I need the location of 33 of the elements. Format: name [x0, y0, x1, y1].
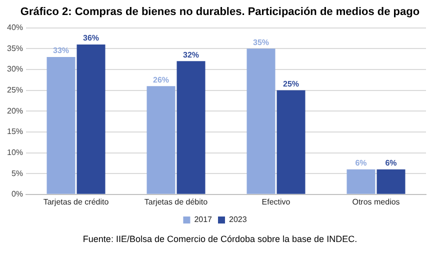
x-tick-label: Otros medios [352, 197, 400, 206]
bar [376, 169, 406, 194]
y-tick-label: 20% [6, 106, 24, 116]
bar [76, 44, 106, 194]
y-tick-label: 15% [6, 127, 24, 136]
data-label: 33% [53, 46, 70, 56]
y-tick-label: 30% [6, 64, 24, 74]
legend-label: 2017 [194, 215, 213, 224]
x-tick-label: Tarjetas de crédito [43, 197, 110, 206]
x-tick-label: Tarjetas de débito [144, 197, 208, 206]
y-tick-label: 5% [11, 168, 24, 178]
chart-title: Gráfico 2: Compras de bienes no durables. Participación de medios de pago [19, 6, 421, 20]
data-label: 32% [183, 50, 200, 60]
data-label: 25% [282, 79, 300, 88]
data-label: 6% [355, 158, 367, 168]
y-tick-label: 10% [6, 148, 24, 157]
y-tick-label: 40% [6, 23, 24, 32]
bar [276, 90, 306, 194]
data-label: 35% [252, 38, 270, 47]
data-label: 6% [385, 158, 397, 168]
y-tick-label: 25% [6, 85, 24, 94]
source-note: Fuente: IIE/Bolsa de Comercio de Córdoba sobre la base de INDEC. [82, 234, 358, 244]
y-tick-label: 0% [11, 190, 24, 199]
bar [146, 86, 176, 194]
x-tick-label: Efectivo [262, 197, 291, 206]
bar [46, 56, 76, 194]
data-label: 26% [153, 75, 170, 84]
bar [176, 61, 206, 194]
data-label: 36% [83, 34, 100, 43]
bar [346, 169, 376, 194]
bar [246, 48, 276, 194]
y-tick-label: 35% [6, 44, 24, 53]
legend-label: 2023 [229, 215, 248, 224]
